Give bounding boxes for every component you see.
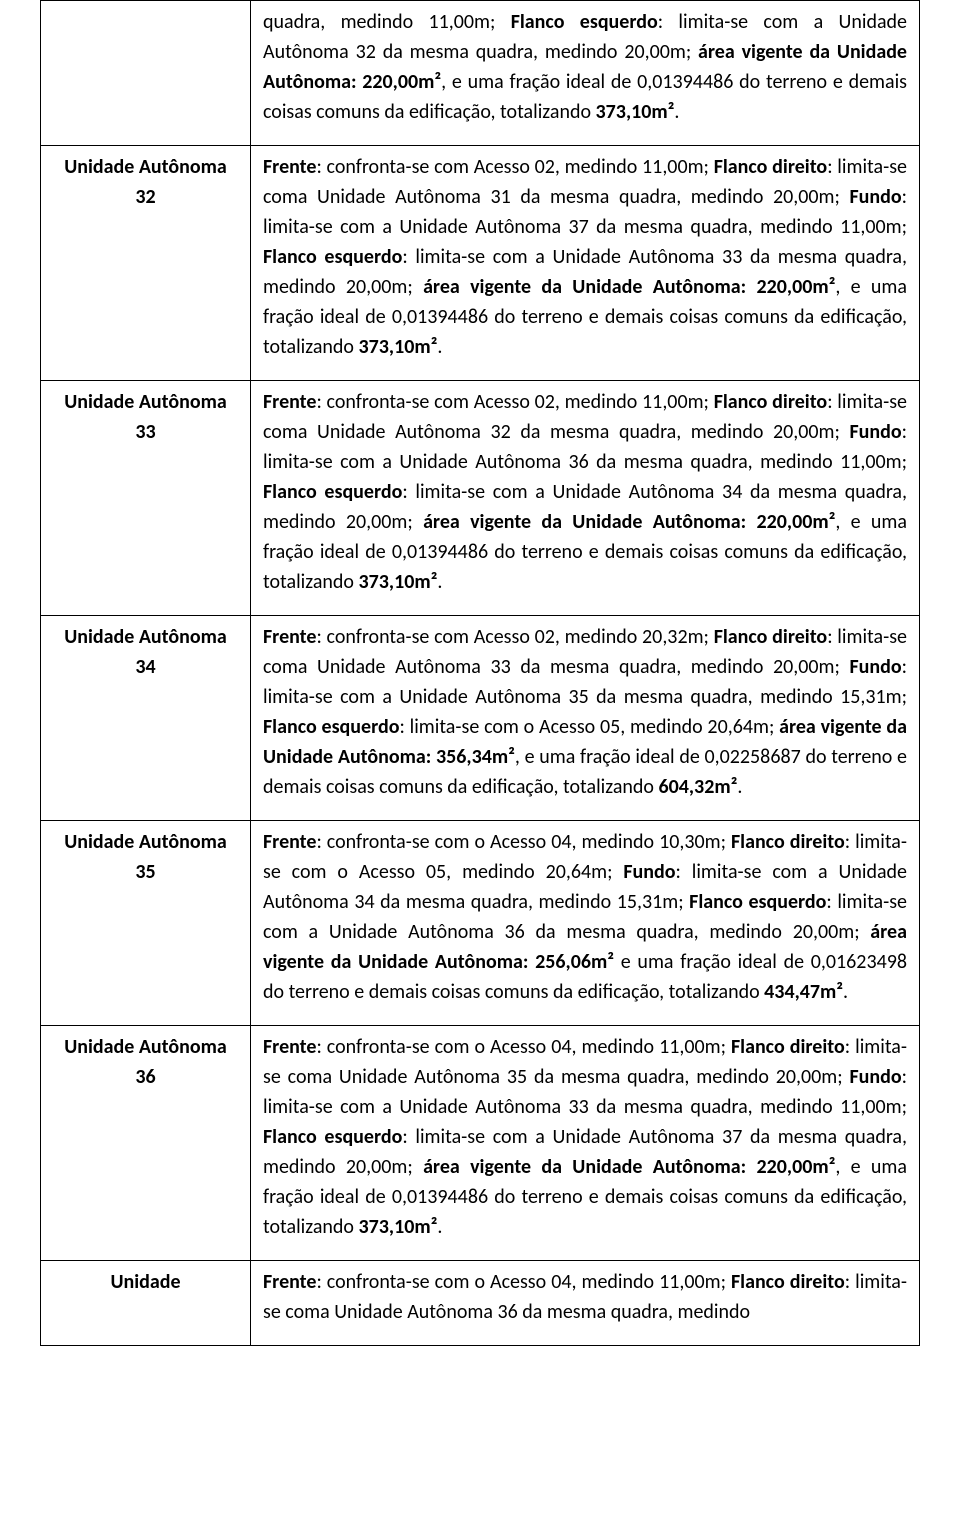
text-segment: área vigente da Unidade Autônoma: 220,00… (423, 510, 835, 534)
text-segment: Flanco esquerdo (263, 1125, 402, 1149)
text-segment: Frente (263, 1035, 316, 1059)
unit-description-cell: Frente: confronta-se com o Acesso 04, me… (251, 1026, 920, 1261)
text-segment: área vigente da Unidade Autônoma: 220,00… (423, 275, 835, 299)
unit-description-cell: Frente: confronta-se com o Acesso 04, me… (251, 1261, 920, 1346)
unit-description-cell: Frente: confronta-se com o Acesso 04, me… (251, 821, 920, 1026)
text-segment: Frente (263, 830, 316, 854)
text-segment: Flanco direito (714, 625, 828, 649)
text-segment: 373,10m² (596, 100, 675, 124)
text-segment: Flanco direito (731, 830, 845, 854)
text-segment: Frente (263, 1270, 316, 1294)
text-segment: Flanco direito (731, 1270, 845, 1294)
text-segment: : confronta-se com o Acesso 04, medindo … (316, 1035, 731, 1059)
unit-label-cell: Unidade Autônoma 36 (41, 1026, 251, 1261)
text-segment: Flanco esquerdo (263, 245, 402, 269)
text-segment: Frente (263, 390, 316, 414)
text-segment: . (674, 100, 679, 124)
text-segment: : confronta-se com Acesso 02, medindo 11… (316, 155, 713, 179)
table-row: Unidade Autônoma 35Frente: confronta-se … (41, 821, 920, 1026)
text-segment: : confronta-se com Acesso 02, medindo 11… (316, 390, 713, 414)
text-segment: 434,47m² (764, 980, 843, 1004)
unit-description-cell: Frente: confronta-se com Acesso 02, medi… (251, 616, 920, 821)
text-segment: Fundo (850, 1065, 902, 1089)
unit-label-cell: Unidade Autônoma 33 (41, 381, 251, 616)
table-row: Unidade Autônoma 32Frente: confronta-se … (41, 146, 920, 381)
text-segment: quadra, medindo 11,00m; (263, 10, 511, 34)
text-segment: Flanco direito (731, 1035, 845, 1059)
unit-label-cell: Unidade (41, 1261, 251, 1346)
unit-label-cell (41, 1, 251, 146)
table-row: Unidade Autônoma 33Frente: confronta-se … (41, 381, 920, 616)
text-segment: Frente (263, 155, 316, 179)
table-body: quadra, medindo 11,00m; Flanco esquerdo:… (41, 1, 920, 1346)
unit-label-cell: Unidade Autônoma 35 (41, 821, 251, 1026)
table-row: quadra, medindo 11,00m; Flanco esquerdo:… (41, 1, 920, 146)
text-segment: Fundo (850, 420, 902, 444)
unit-description-cell: quadra, medindo 11,00m; Flanco esquerdo:… (251, 1, 920, 146)
text-segment: Flanco esquerdo (511, 10, 658, 34)
text-segment: Flanco esquerdo (263, 715, 399, 739)
text-segment: Fundo (850, 185, 902, 209)
text-segment: : confronta-se com o Acesso 04, medindo … (316, 830, 731, 854)
unit-label-cell: Unidade Autônoma 32 (41, 146, 251, 381)
text-segment: . (437, 1215, 442, 1239)
text-segment: Flanco direito (714, 390, 828, 414)
text-segment: 373,10m² (359, 570, 438, 594)
text-segment: Flanco esquerdo (263, 480, 402, 504)
text-segment: . (843, 980, 848, 1004)
text-segment: área vigente da Unidade Autônoma: 220,00… (423, 1155, 835, 1179)
text-segment: : limita-se com o Acesso 05, medindo 20,… (399, 715, 779, 739)
unit-description-cell: Frente: confronta-se com Acesso 02, medi… (251, 381, 920, 616)
property-description-table: quadra, medindo 11,00m; Flanco esquerdo:… (40, 0, 920, 1346)
text-segment: 373,10m² (359, 1215, 438, 1239)
text-segment: 373,10m² (359, 335, 438, 359)
unit-label-cell: Unidade Autônoma 34 (41, 616, 251, 821)
text-segment: . (437, 335, 442, 359)
text-segment: Fundo (623, 860, 675, 884)
text-segment: Flanco direito (714, 155, 828, 179)
text-segment: . (737, 775, 742, 799)
text-segment: 604,32m² (658, 775, 737, 799)
table-row: Unidade Autônoma 36Frente: confronta-se … (41, 1026, 920, 1261)
text-segment: : confronta-se com o Acesso 04, medindo … (316, 1270, 731, 1294)
unit-description-cell: Frente: confronta-se com Acesso 02, medi… (251, 146, 920, 381)
text-segment: Fundo (850, 655, 902, 679)
text-segment: . (437, 570, 442, 594)
text-segment: Frente (263, 625, 316, 649)
table-row: UnidadeFrente: confronta-se com o Acesso… (41, 1261, 920, 1346)
text-segment: : confronta-se com Acesso 02, medindo 20… (316, 625, 713, 649)
text-segment: Flanco esquerdo (689, 890, 826, 914)
table-row: Unidade Autônoma 34Frente: confronta-se … (41, 616, 920, 821)
